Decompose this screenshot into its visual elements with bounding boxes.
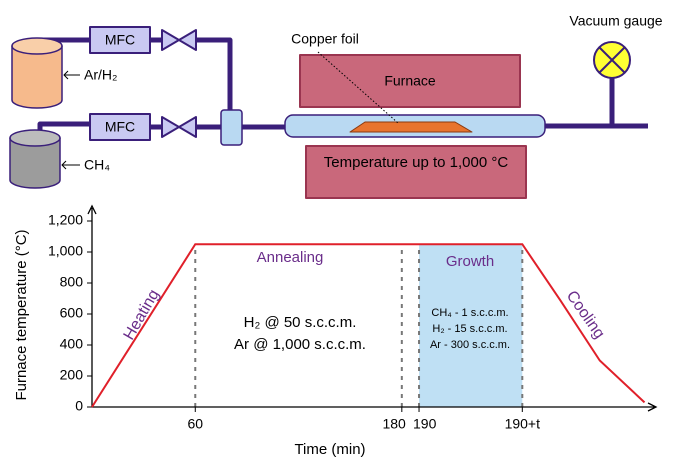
cylinder-top xyxy=(10,130,60,146)
apparatus: MFC MFC Furnace Temperature up to 1,000 … xyxy=(10,13,663,198)
annotation: H₂ - 15 s.c.c.m. xyxy=(432,323,507,335)
copper-foil xyxy=(350,122,472,132)
annotation: Ar - 300 s.c.c.m. xyxy=(430,339,510,351)
mixer xyxy=(221,110,242,145)
x-tick-label: 60 xyxy=(187,416,203,432)
furnace-label: Furnace xyxy=(384,73,436,89)
foil-label: Copper foil xyxy=(291,31,359,47)
annotation: Growth xyxy=(446,253,494,270)
x-axis-title: Time (min) xyxy=(294,441,365,458)
x-tick-label: 190 xyxy=(413,416,437,432)
mfc-label: MFC xyxy=(105,119,135,135)
mfc-label: MFC xyxy=(105,32,135,48)
gauge-label: Vacuum gauge xyxy=(569,13,662,29)
y-tick-label: 800 xyxy=(60,274,84,290)
x-tick-label: 180 xyxy=(382,416,406,432)
y-axis-title: Furnace temperature (°C) xyxy=(13,229,30,400)
y-tick-label: 200 xyxy=(60,367,84,383)
y-tick-label: 0 xyxy=(75,398,83,414)
y-tick-label: 1,200 xyxy=(48,212,83,228)
cylinder-top xyxy=(12,38,62,54)
annotation: Heating xyxy=(121,287,163,343)
x-tick-label: 190+t xyxy=(505,416,541,432)
valve xyxy=(162,30,196,50)
gas-label: CH₄ xyxy=(84,157,110,173)
valve xyxy=(162,117,196,137)
annotation: Ar @ 1,000 s.c.c.m. xyxy=(234,336,366,353)
gas-cylinder xyxy=(12,46,62,108)
furnace-temp-label: Temperature up to 1,000 °C xyxy=(324,154,509,171)
temperature-line xyxy=(92,244,645,407)
annotation: Annealing xyxy=(257,249,324,266)
gas-label: Ar/H₂ xyxy=(84,67,117,83)
y-tick-label: 1,000 xyxy=(48,243,83,259)
annotation: H₂ @ 50 s.c.c.m. xyxy=(244,314,357,331)
y-tick-label: 600 xyxy=(60,305,84,321)
pointer-arrow xyxy=(62,71,80,169)
y-tick-label: 400 xyxy=(60,336,84,352)
figure: MFC MFC Furnace Temperature up to 1,000 … xyxy=(0,0,674,458)
page: MFC MFC Furnace Temperature up to 1,000 … xyxy=(0,0,674,458)
annotation: CH₄ - 1 s.c.c.m. xyxy=(431,307,508,319)
